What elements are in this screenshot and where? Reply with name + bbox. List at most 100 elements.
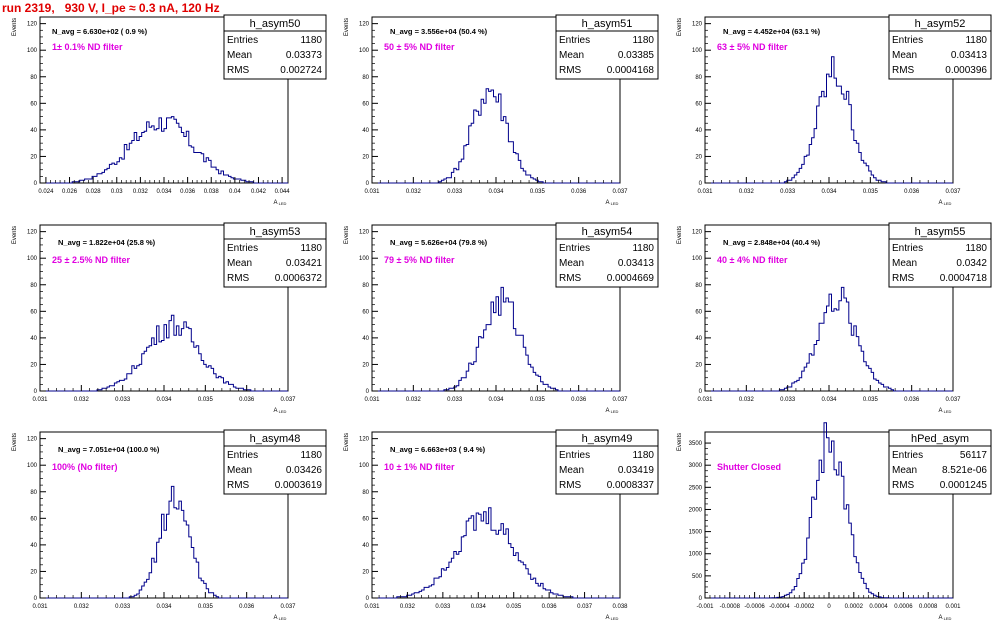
stats-value: 1180	[632, 35, 654, 46]
x-tick-label: 0.034	[156, 189, 172, 195]
stats-label: Mean	[892, 258, 917, 269]
filter-label: 1± 0.1% ND filter	[52, 42, 123, 52]
histogram-name: h_asym53	[250, 226, 301, 238]
x-tick-label: 0.037	[280, 397, 296, 403]
stats-value: 1180	[965, 243, 987, 254]
y-tick-label: 120	[359, 230, 370, 236]
y-tick-label: 100	[27, 48, 38, 54]
x-tick-label: 0.033	[115, 604, 131, 610]
stats-label: Mean	[227, 465, 252, 476]
stats-box	[555, 429, 659, 495]
y-tick-label: 40	[362, 128, 369, 134]
y-tick-label: 60	[695, 101, 702, 107]
y-tick-label: 2500	[689, 485, 703, 491]
y-tick-label: 40	[30, 543, 37, 549]
filter-label: 40 ± 4% ND filter	[717, 255, 788, 265]
y-tick-label: 60	[362, 309, 369, 315]
stats-value: 0.0006372	[275, 273, 323, 284]
x-tick-label: 0.031	[32, 604, 48, 610]
y-tick-label: 60	[30, 101, 37, 107]
n-avg-text: N_avg = 7.051e+04 (100.0 %)	[58, 445, 160, 454]
y-tick-label: 80	[362, 490, 369, 496]
x-axis-label: A LED	[606, 408, 619, 414]
stats-label: RMS	[227, 273, 250, 284]
histogram-name: h_asym48	[250, 433, 301, 445]
x-tick-label: 0.036	[904, 397, 920, 403]
x-tick-label: -0.0008	[720, 604, 741, 610]
stats-box	[888, 222, 992, 288]
x-axis-label: A LED	[274, 200, 287, 206]
y-tick-label: 100	[359, 256, 370, 262]
y-tick-label: 80	[30, 490, 37, 496]
x-tick-label: 0.032	[133, 189, 149, 195]
y-tick-label: 80	[695, 283, 702, 289]
x-tick-label: 0.034	[821, 189, 837, 195]
y-tick-label: 3000	[689, 463, 703, 469]
n-avg-text: N_avg = 3.556e+04 (50.4 %)	[390, 27, 488, 36]
y-tick-label: 120	[27, 437, 38, 443]
y-tick-label: 40	[695, 128, 702, 134]
x-tick-label: -0.001	[696, 604, 714, 610]
y-tick-label: 0	[699, 389, 703, 395]
stats-value: 0.0008337	[607, 480, 655, 491]
stats-label: Entries	[227, 243, 258, 254]
y-tick-label: 60	[362, 101, 369, 107]
y-tick-label: 1000	[689, 552, 703, 558]
stats-value: 1180	[300, 243, 322, 254]
stats-value: 0.03421	[286, 258, 323, 269]
filter-label: 100% (No filter)	[52, 462, 118, 472]
x-tick-label: -0.0002	[794, 604, 815, 610]
histogram-line	[705, 286, 953, 392]
y-tick-label: 100	[692, 48, 703, 54]
y-tick-label: 100	[359, 48, 370, 54]
stats-value: 0.002724	[280, 65, 322, 76]
y-axis-label: Events	[677, 226, 683, 244]
stats-value: 0.0342	[956, 258, 987, 269]
stats-value: 0.03373	[286, 50, 323, 61]
y-tick-label: 100	[359, 463, 370, 469]
stats-box	[888, 14, 992, 80]
stats-value: 0.03419	[618, 465, 655, 476]
stats-box	[223, 14, 327, 80]
y-tick-label: 40	[30, 128, 37, 134]
stats-value: 0.0001245	[940, 480, 988, 491]
stats-value: 1180	[965, 35, 987, 46]
stats-value: 1180	[632, 450, 654, 461]
y-tick-label: 0	[34, 596, 38, 602]
y-axis-label: Events	[12, 18, 18, 36]
page-title: run 2319, 930 V, I_pe ≈ 0.3 nA, 120 Hz	[2, 1, 220, 15]
stats-label: Mean	[559, 50, 584, 61]
y-tick-label: 80	[30, 75, 37, 81]
y-tick-label: 1500	[689, 530, 703, 536]
x-tick-label: 0.035	[198, 604, 214, 610]
x-tick-label: 0.037	[612, 189, 628, 195]
x-tick-label: 0.034	[488, 189, 504, 195]
x-tick-label: 0.036	[239, 604, 255, 610]
x-tick-label: 0.031	[364, 397, 380, 403]
y-axis-label: Events	[12, 433, 18, 451]
x-tick-label: 0.04	[229, 189, 241, 195]
n-avg-text: N_avg = 1.822e+04 (25.8 %)	[58, 238, 156, 247]
x-tick-label: 0.035	[530, 189, 546, 195]
x-tick-label: 0.031	[364, 189, 380, 195]
n-avg-text: N_avg = 4.452e+04 (63.1 %)	[723, 27, 821, 36]
histogram-line	[40, 485, 288, 599]
stats-label: Mean	[227, 50, 252, 61]
histogram-name: h_asym49	[582, 433, 633, 445]
stats-box	[223, 429, 327, 495]
y-tick-label: 120	[27, 230, 38, 236]
x-tick-label: 0	[827, 604, 831, 610]
stats-label: Entries	[559, 243, 590, 254]
stats-label: Mean	[892, 50, 917, 61]
x-tick-label: 0.035	[530, 397, 546, 403]
x-tick-label: 0.044	[275, 189, 291, 195]
histogram-panel-h_asym51: 0.031 0.032 0.033 0.034 0.035 0.036 0.037 0 20 40…	[344, 14, 659, 206]
x-axis-label: A LED	[939, 200, 952, 206]
stats-label: Mean	[559, 465, 584, 476]
stats-box	[555, 222, 659, 288]
y-tick-label: 40	[695, 336, 702, 342]
x-tick-label: 0.033	[447, 189, 463, 195]
y-axis-label: Events	[344, 433, 350, 451]
filter-label: Shutter Closed	[717, 462, 781, 472]
x-tick-label: 0.028	[86, 189, 102, 195]
